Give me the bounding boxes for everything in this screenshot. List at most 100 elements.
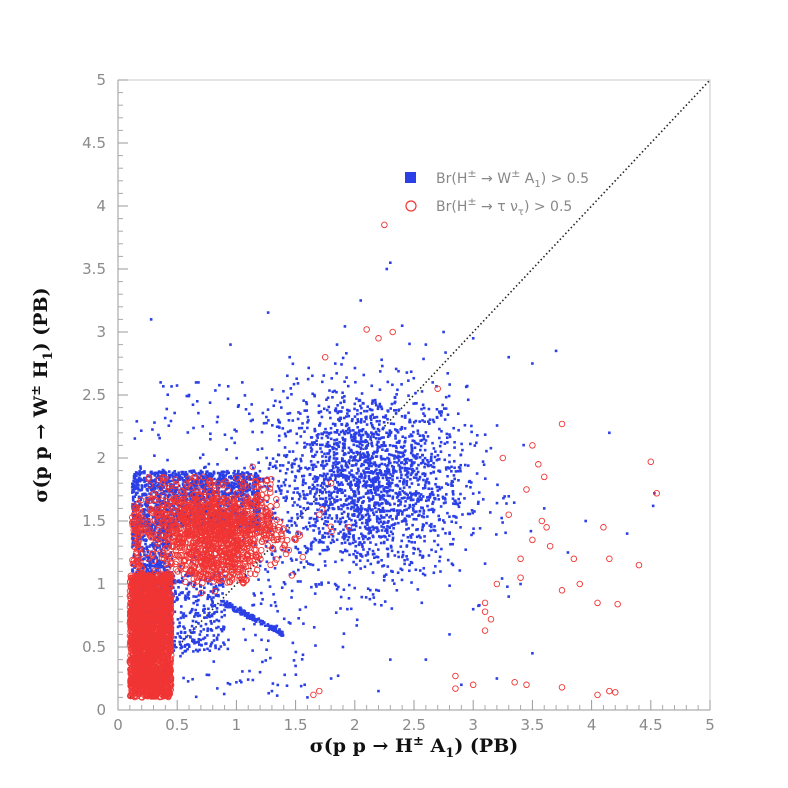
data-point-blue bbox=[365, 446, 368, 450]
data-point-blue bbox=[353, 407, 356, 411]
data-point-blue bbox=[388, 485, 392, 488]
data-point-blue bbox=[333, 362, 337, 365]
data-point-blue bbox=[396, 494, 400, 498]
data-point-blue bbox=[406, 493, 410, 497]
data-point-blue bbox=[286, 374, 289, 378]
data-point-blue bbox=[364, 474, 367, 478]
data-point-blue bbox=[370, 455, 374, 458]
data-point-blue bbox=[374, 401, 377, 405]
data-point-blue bbox=[366, 455, 370, 458]
data-point-blue bbox=[174, 490, 177, 494]
data-point-blue bbox=[179, 643, 183, 647]
data-point-blue bbox=[343, 520, 347, 524]
data-point-blue bbox=[495, 533, 498, 536]
data-point-blue bbox=[304, 497, 307, 500]
data-point-blue bbox=[431, 510, 435, 514]
data-point-blue bbox=[383, 458, 387, 461]
data-point-blue bbox=[332, 454, 336, 457]
data-point-blue bbox=[418, 495, 422, 498]
data-point-blue bbox=[431, 502, 434, 506]
data-point-blue bbox=[174, 591, 177, 594]
data-point-blue bbox=[353, 402, 357, 406]
data-point-blue bbox=[410, 468, 414, 472]
data-point-blue bbox=[363, 565, 367, 569]
data-point-blue bbox=[441, 497, 445, 500]
data-point-blue bbox=[222, 627, 226, 631]
data-point-blue bbox=[247, 612, 250, 615]
data-point-blue bbox=[206, 597, 209, 601]
data-point-blue bbox=[326, 436, 330, 439]
data-point-blue bbox=[230, 488, 234, 491]
data-point-blue bbox=[399, 509, 402, 513]
data-point-blue bbox=[328, 411, 332, 414]
data-point-blue bbox=[327, 490, 331, 494]
data-point-blue bbox=[298, 505, 302, 508]
data-point-blue bbox=[434, 550, 438, 553]
data-point-blue bbox=[161, 480, 165, 484]
data-point-blue bbox=[341, 429, 345, 432]
data-point-blue bbox=[324, 444, 328, 448]
data-point-blue bbox=[151, 545, 155, 548]
data-point-blue bbox=[180, 521, 183, 525]
data-point-blue bbox=[438, 555, 442, 559]
data-point-blue bbox=[389, 530, 393, 534]
data-point-blue bbox=[183, 650, 187, 653]
data-point-blue bbox=[134, 471, 138, 474]
data-point-blue bbox=[210, 641, 214, 644]
data-point-blue bbox=[424, 481, 428, 484]
data-point-blue bbox=[371, 508, 374, 511]
data-point-blue bbox=[470, 508, 474, 512]
data-point-blue bbox=[349, 455, 353, 458]
data-point-blue bbox=[178, 504, 182, 507]
data-point-blue bbox=[131, 499, 135, 502]
data-point-blue bbox=[190, 639, 194, 643]
data-point-blue bbox=[331, 422, 335, 426]
data-point-blue bbox=[271, 465, 275, 469]
data-point-blue bbox=[424, 499, 428, 503]
data-point-blue bbox=[270, 388, 274, 391]
data-point-blue bbox=[423, 414, 427, 418]
data-point-blue bbox=[340, 459, 344, 463]
data-point-blue bbox=[423, 535, 426, 538]
data-point-blue bbox=[197, 471, 201, 475]
data-point-blue bbox=[356, 551, 359, 555]
data-point-blue bbox=[297, 426, 301, 430]
data-point-blue bbox=[371, 495, 375, 498]
data-point-blue bbox=[343, 549, 347, 553]
data-point-blue bbox=[395, 515, 398, 518]
data-point-blue bbox=[323, 488, 327, 491]
data-point-blue bbox=[288, 484, 291, 488]
data-point-blue bbox=[409, 451, 413, 455]
data-point-blue bbox=[461, 513, 464, 516]
data-point-blue bbox=[312, 487, 315, 490]
data-point-blue bbox=[324, 519, 327, 523]
data-point-blue bbox=[220, 615, 224, 619]
data-point-blue bbox=[338, 417, 341, 421]
data-point-blue bbox=[367, 504, 371, 507]
data-point-blue bbox=[470, 424, 473, 428]
data-point-blue bbox=[200, 481, 204, 484]
data-point-blue bbox=[181, 470, 185, 474]
data-point-blue bbox=[366, 435, 370, 439]
data-point-blue bbox=[310, 448, 314, 451]
data-point-blue bbox=[452, 459, 456, 463]
data-point-blue bbox=[140, 478, 144, 482]
data-point-blue bbox=[358, 478, 361, 482]
data-point-blue bbox=[306, 415, 310, 419]
data-point-blue bbox=[446, 441, 449, 444]
data-point-blue bbox=[218, 474, 221, 478]
data-point-blue bbox=[339, 498, 342, 501]
data-point-blue bbox=[271, 507, 275, 510]
data-point-blue bbox=[360, 509, 363, 512]
data-point-blue bbox=[158, 544, 161, 547]
data-point-blue bbox=[303, 409, 307, 412]
data-point-blue bbox=[430, 452, 433, 456]
data-point-blue bbox=[330, 473, 334, 477]
data-point-blue bbox=[152, 557, 156, 561]
data-point-blue bbox=[339, 595, 343, 599]
data-point-blue bbox=[378, 498, 382, 501]
data-point-blue bbox=[335, 441, 338, 445]
data-point-blue bbox=[298, 495, 302, 498]
data-point-blue bbox=[275, 500, 279, 503]
data-point-blue bbox=[405, 528, 408, 531]
